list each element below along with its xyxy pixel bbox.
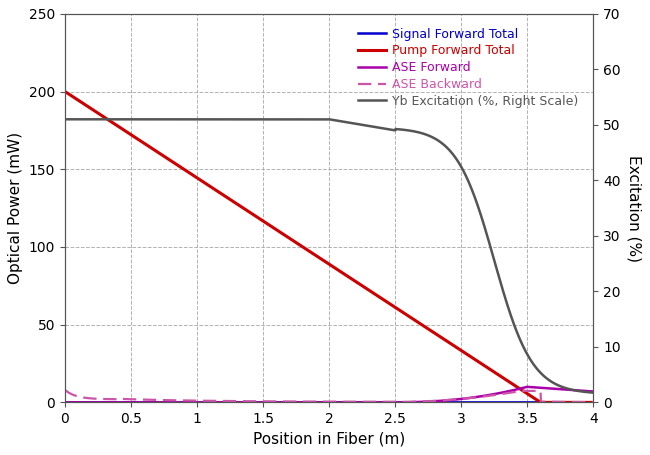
Yb Excitation (%, Right Scale)	[590, 390, 597, 395]
Signal Forward Total	[304, 399, 312, 405]
Line: Yb Excitation (%, Right Scale): Yb Excitation (%, Right Scale)	[65, 119, 593, 393]
Y-axis label: Excitation (%): Excitation (%)	[627, 155, 642, 262]
Pump Forward Total	[477, 361, 485, 366]
Pump Forward Total	[88, 106, 96, 112]
ASE Backward	[574, 399, 582, 405]
Line: ASE Backward: ASE Backward	[65, 390, 593, 402]
Yb Excitation (%, Right Scale)	[61, 116, 69, 122]
ASE Backward	[304, 399, 312, 404]
ASE Forward	[61, 399, 69, 405]
ASE Forward	[575, 388, 582, 393]
Signal Forward Total	[590, 399, 597, 405]
X-axis label: Position in Fiber (m): Position in Fiber (m)	[253, 432, 406, 447]
ASE Backward	[318, 399, 326, 404]
Pump Forward Total	[537, 399, 545, 405]
Yb Excitation (%, Right Scale)	[88, 116, 96, 122]
Signal Forward Total	[574, 399, 582, 405]
Y-axis label: Optical Power (mW): Optical Power (mW)	[8, 132, 23, 284]
Signal Forward Total	[574, 399, 582, 405]
Pump Forward Total	[318, 257, 326, 262]
Signal Forward Total	[318, 399, 326, 405]
Yb Excitation (%, Right Scale)	[318, 116, 326, 122]
Signal Forward Total	[477, 399, 485, 405]
Yb Excitation (%, Right Scale)	[304, 116, 312, 122]
ASE Forward	[304, 399, 312, 405]
ASE Backward	[477, 394, 485, 399]
ASE Forward	[590, 389, 597, 394]
Yb Excitation (%, Right Scale)	[574, 388, 582, 394]
ASE Backward	[574, 399, 582, 405]
Line: ASE Forward: ASE Forward	[65, 387, 593, 402]
ASE Forward	[318, 399, 326, 405]
Signal Forward Total	[88, 399, 96, 405]
Pump Forward Total	[304, 248, 312, 253]
ASE Backward	[61, 387, 69, 393]
Line: Pump Forward Total: Pump Forward Total	[65, 91, 593, 402]
ASE Backward	[590, 399, 597, 405]
Yb Excitation (%, Right Scale)	[477, 213, 485, 218]
Pump Forward Total	[61, 89, 69, 94]
Legend: Signal Forward Total, Pump Forward Total, ASE Forward, ASE Backward, Yb Excitati: Signal Forward Total, Pump Forward Total…	[354, 24, 582, 111]
ASE Forward	[88, 399, 96, 405]
Pump Forward Total	[590, 399, 597, 405]
Pump Forward Total	[575, 399, 582, 405]
ASE Forward	[574, 388, 582, 393]
Pump Forward Total	[574, 399, 582, 405]
Signal Forward Total	[61, 399, 69, 405]
ASE Forward	[523, 384, 531, 389]
ASE Forward	[477, 394, 485, 399]
ASE Backward	[88, 396, 96, 401]
Yb Excitation (%, Right Scale)	[574, 388, 582, 394]
